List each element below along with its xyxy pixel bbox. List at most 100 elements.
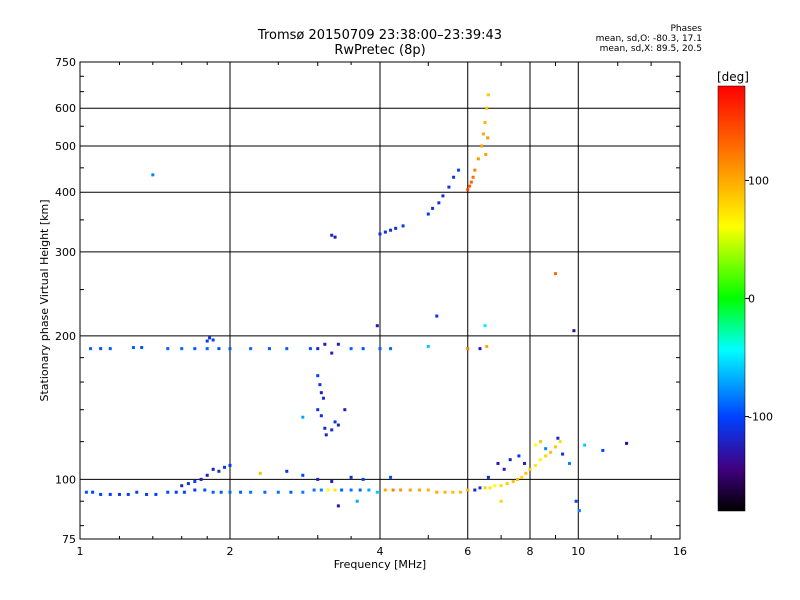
colorbar-tick-label: 0 — [748, 293, 755, 306]
data-point — [426, 212, 430, 216]
data-point — [483, 121, 487, 125]
data-point — [544, 447, 548, 451]
y-tick-label: 400 — [55, 186, 76, 199]
data-point — [561, 452, 565, 456]
data-point — [319, 414, 323, 418]
phases-o-mode: mean, sd,O: -80.3, 17.1 — [595, 34, 702, 44]
data-point — [505, 482, 509, 486]
data-point — [228, 347, 232, 351]
data-point — [217, 347, 221, 351]
data-point — [583, 443, 587, 447]
data-point — [199, 477, 203, 481]
data-point — [205, 339, 209, 343]
data-point — [193, 347, 197, 351]
data-point — [228, 490, 232, 494]
y-tick-label: 750 — [55, 56, 76, 69]
data-point — [499, 499, 503, 503]
data-point — [166, 490, 170, 494]
colorbar-ticks: 100 0 -100 — [717, 85, 773, 512]
data-point — [524, 471, 528, 475]
data-point — [89, 347, 93, 351]
data-point — [426, 488, 430, 492]
data-point — [333, 235, 337, 239]
data-point — [324, 433, 328, 437]
data-point — [556, 436, 560, 440]
axes: 1 2 4 6 8 10 16 75 100 200 300 400 500 600 750 Frequenc… — [38, 56, 687, 571]
data-point — [228, 463, 232, 467]
data-point — [426, 344, 430, 348]
data-point — [553, 445, 557, 449]
data-point — [553, 272, 557, 276]
data-point — [343, 408, 347, 412]
title-line-2: RwPretec (8p) — [334, 43, 426, 58]
data-point — [330, 351, 334, 355]
data-point — [488, 486, 492, 490]
data-point — [625, 441, 629, 445]
data-point — [211, 467, 215, 471]
data-point — [533, 463, 537, 467]
data-point — [457, 168, 461, 172]
data-point — [267, 347, 271, 351]
data-point — [435, 314, 439, 318]
data-point — [182, 490, 186, 494]
y-tick-label: 600 — [55, 102, 76, 115]
data-point — [301, 415, 305, 419]
data-point — [496, 461, 500, 465]
data-point — [333, 420, 337, 424]
x-tick-label: 8 — [527, 545, 534, 558]
data-point — [249, 490, 253, 494]
data-point — [308, 347, 312, 351]
y-axis-label: Stationary phase Virtual Height [km] — [38, 199, 51, 401]
data-point — [361, 477, 365, 481]
data-point — [458, 490, 462, 494]
data-point — [166, 347, 170, 351]
x-tick-label: 1 — [77, 545, 84, 558]
phases-x-mode: mean, sd,X: 89.5, 20.5 — [599, 44, 702, 54]
data-point — [515, 477, 519, 481]
data-point — [401, 224, 405, 228]
data-point — [361, 347, 365, 351]
data-point — [131, 346, 135, 350]
data-point — [154, 492, 158, 496]
data-point — [263, 490, 267, 494]
data-point — [486, 136, 490, 140]
y-tick-label: 500 — [55, 140, 76, 153]
data-point — [140, 346, 144, 350]
colorbar-tick-label: 100 — [748, 174, 769, 187]
data-point — [483, 324, 487, 328]
plot-frame — [79, 61, 681, 540]
data-point — [391, 488, 395, 492]
data-point — [336, 423, 340, 427]
data-point — [452, 175, 456, 179]
data-point — [367, 488, 371, 492]
data-point — [383, 230, 387, 234]
x-tick-label: 4 — [377, 545, 384, 558]
data-point — [312, 488, 316, 492]
data-point — [549, 450, 553, 454]
data-point — [417, 488, 421, 492]
data-point — [567, 461, 571, 465]
data-point — [239, 490, 243, 494]
data-point — [319, 488, 323, 492]
data-point — [330, 233, 334, 237]
y-tick-label: 200 — [55, 330, 76, 343]
data-point — [203, 488, 207, 492]
data-point — [485, 106, 489, 110]
data-point — [358, 488, 362, 492]
data-point — [108, 347, 112, 351]
data-point — [389, 347, 393, 351]
y-tick-label: 300 — [55, 246, 76, 259]
data-point — [340, 488, 344, 492]
data-point — [533, 443, 537, 447]
data-point — [399, 488, 403, 492]
data-point — [323, 426, 327, 430]
data-point — [316, 408, 320, 412]
data-point — [258, 471, 262, 475]
data-point — [485, 344, 489, 348]
data-point — [441, 194, 445, 198]
colorbar-tick-label: -100 — [748, 411, 773, 424]
data-point — [349, 488, 353, 492]
data-point — [319, 391, 323, 395]
data-point — [180, 484, 184, 488]
